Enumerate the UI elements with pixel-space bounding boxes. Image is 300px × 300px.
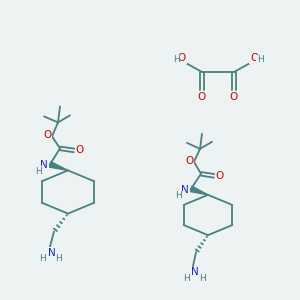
- Text: H: H: [172, 56, 179, 64]
- Text: O: O: [185, 156, 193, 166]
- Text: O: O: [250, 53, 258, 63]
- Text: O: O: [178, 53, 186, 63]
- Polygon shape: [190, 186, 208, 195]
- Text: O: O: [76, 146, 84, 155]
- Text: N: N: [40, 160, 48, 170]
- Text: O: O: [230, 92, 238, 102]
- Text: H: H: [56, 254, 62, 263]
- Text: H: H: [40, 254, 46, 263]
- Text: N: N: [48, 248, 56, 258]
- Text: O: O: [43, 130, 51, 140]
- Text: H: H: [176, 191, 182, 200]
- Text: O: O: [198, 92, 206, 102]
- Text: O: O: [216, 171, 224, 181]
- Text: H: H: [34, 167, 41, 176]
- Text: N: N: [191, 267, 199, 277]
- Text: H: H: [256, 56, 263, 64]
- Text: N: N: [181, 185, 189, 195]
- Polygon shape: [49, 162, 68, 170]
- Text: H: H: [199, 274, 206, 283]
- Text: H: H: [183, 274, 189, 283]
